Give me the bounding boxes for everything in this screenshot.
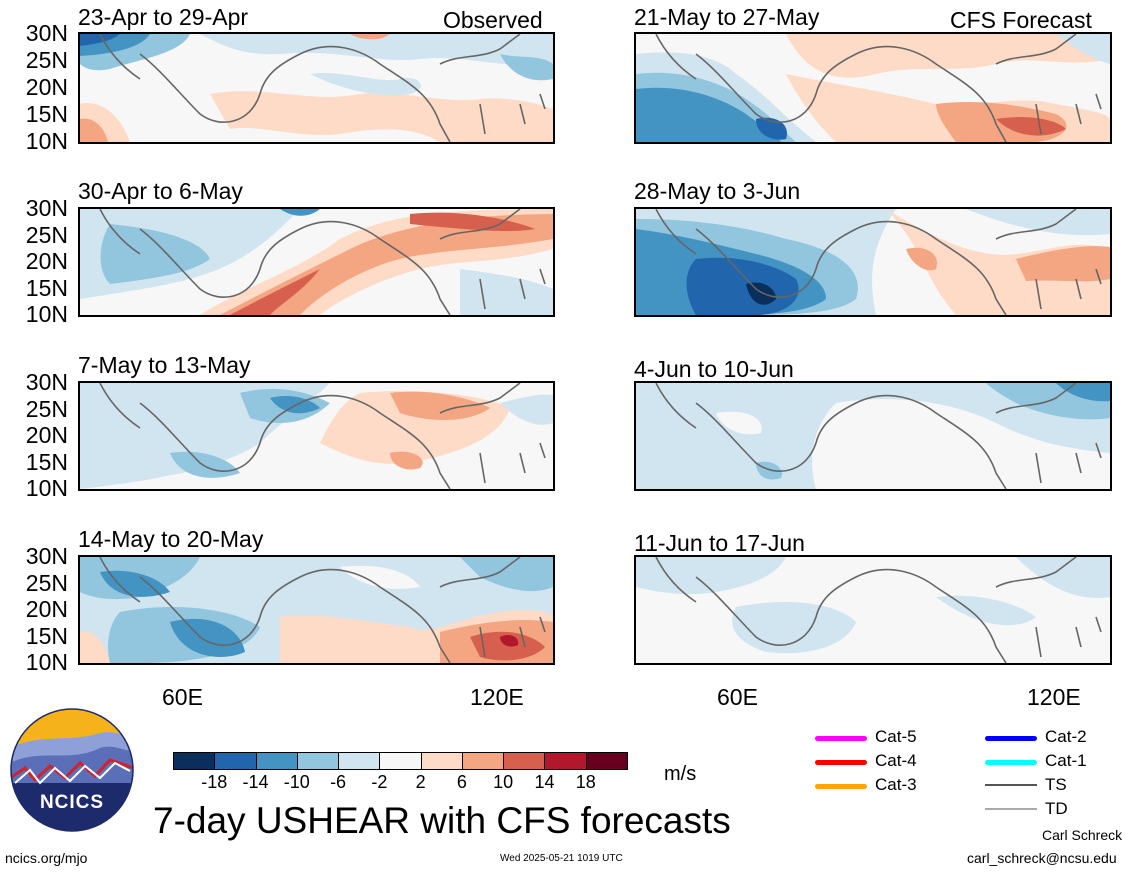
colorbar-swatch <box>296 752 340 770</box>
footer-timestamp: Wed 2025-05-21 1019 UTC <box>500 853 623 864</box>
lat-tick-label: 20N <box>25 596 68 622</box>
forecast-label: CFS Forecast <box>950 7 1092 33</box>
lat-tick-label: 10N <box>25 475 68 501</box>
panel-title: 23-Apr to 29-Apr <box>78 4 249 30</box>
colorbar-tick-label: 14 <box>534 772 555 792</box>
colorbar-swatch <box>585 752 628 770</box>
author-email: carl_schreck@ncsu.edu <box>967 850 1117 866</box>
lat-tick-label: 10N <box>25 128 68 154</box>
legend-line <box>815 784 867 789</box>
legend-label: TD <box>1045 799 1068 818</box>
x-tick-label: 60E <box>162 684 203 710</box>
map-panel <box>78 555 555 665</box>
colorbar-tick-label: -2 <box>371 772 388 792</box>
units-label: m/s <box>664 763 697 785</box>
lat-tick-label: 10N <box>25 301 68 327</box>
map-panel <box>78 207 555 317</box>
lat-tick-label: 30N <box>25 543 68 569</box>
panel-title: 21-May to 27-May <box>634 4 820 30</box>
lat-tick-label: 15N <box>25 622 68 649</box>
colorbar-swatch <box>214 752 257 770</box>
colorbar-swatch <box>338 752 381 770</box>
legend-line <box>985 736 1037 741</box>
panel-title: 4-Jun to 10-Jun <box>634 356 794 382</box>
lat-tick-label: 25N <box>25 47 68 73</box>
colorbar-tick-label: 18 <box>575 772 596 792</box>
legend-label: Cat-3 <box>875 775 917 794</box>
legend-line <box>815 736 867 741</box>
ncics-logo: NCICS <box>10 708 134 832</box>
main-title: 7-day USHEAR with CFS forecasts <box>153 800 731 841</box>
lat-tick-label: 15N <box>25 274 68 301</box>
colorbar-tick-label: -6 <box>330 772 347 792</box>
footer-url: ncics.org/mjo <box>5 850 88 866</box>
colorbar-swatch <box>544 752 587 770</box>
lat-tick-label: 15N <box>25 101 68 127</box>
panel-title: 7-May to 13-May <box>78 352 251 378</box>
map-panel <box>634 207 1112 317</box>
colorbar-tick-label: -18 <box>201 772 228 792</box>
panel-title: 14-May to 20-May <box>78 526 264 552</box>
colorbar <box>173 752 628 772</box>
colorbar-swatch <box>461 752 505 770</box>
colorbar-tick-label: -14 <box>242 772 269 792</box>
x-tick-label: 120E <box>470 684 524 710</box>
observed-label: Observed <box>443 7 543 33</box>
colorbar-tick-label: 10 <box>493 772 514 792</box>
panel-title: 11-Jun to 17-Jun <box>634 530 805 556</box>
lat-tick-label: 10N <box>25 649 68 675</box>
colorbar-swatch <box>503 752 546 770</box>
colorbar-tick-label: 6 <box>456 772 467 792</box>
lat-tick-label: 25N <box>25 569 68 596</box>
legend-label: Cat-2 <box>1045 727 1087 746</box>
colorbar-swatch <box>173 752 216 770</box>
legend-line <box>985 808 1037 810</box>
colorbar-swatch <box>255 752 298 770</box>
author-name: Carl Schreck <box>1042 827 1123 843</box>
lat-tick-label: 30N <box>25 20 68 46</box>
x-tick-label: 60E <box>717 684 758 710</box>
map-panel <box>634 555 1112 665</box>
colorbar-tick-label: 2 <box>415 772 426 792</box>
legend-label: Cat-4 <box>875 751 917 770</box>
map-panel <box>634 32 1112 144</box>
lat-tick-label: 25N <box>25 221 68 248</box>
colorbar-swatch <box>379 752 422 770</box>
legend-line <box>985 784 1037 786</box>
legend-label: Cat-1 <box>1045 751 1087 770</box>
map-panel <box>634 381 1112 491</box>
lat-tick-label: 20N <box>25 248 68 274</box>
colorbar-swatch <box>420 752 463 770</box>
lat-tick-label: 25N <box>25 395 68 422</box>
legend-line <box>985 760 1037 765</box>
panel-title: 28-May to 3-Jun <box>634 178 801 204</box>
map-panel <box>78 381 555 491</box>
lat-tick-label: 30N <box>25 369 68 395</box>
map-panel <box>78 32 555 144</box>
lat-tick-label: 30N <box>25 195 68 221</box>
logo-text: NCICS <box>39 792 105 813</box>
lat-tick-label: 15N <box>25 448 68 475</box>
legend-label: Cat-5 <box>875 727 917 746</box>
legend-line <box>815 760 867 765</box>
lat-tick-label: 20N <box>25 422 68 448</box>
panel-title: 30-Apr to 6-May <box>78 178 243 204</box>
lat-tick-label: 20N <box>25 74 68 100</box>
colorbar-tick-label: -10 <box>283 772 310 792</box>
x-tick-label: 120E <box>1027 684 1081 710</box>
legend-label: TS <box>1045 775 1067 794</box>
